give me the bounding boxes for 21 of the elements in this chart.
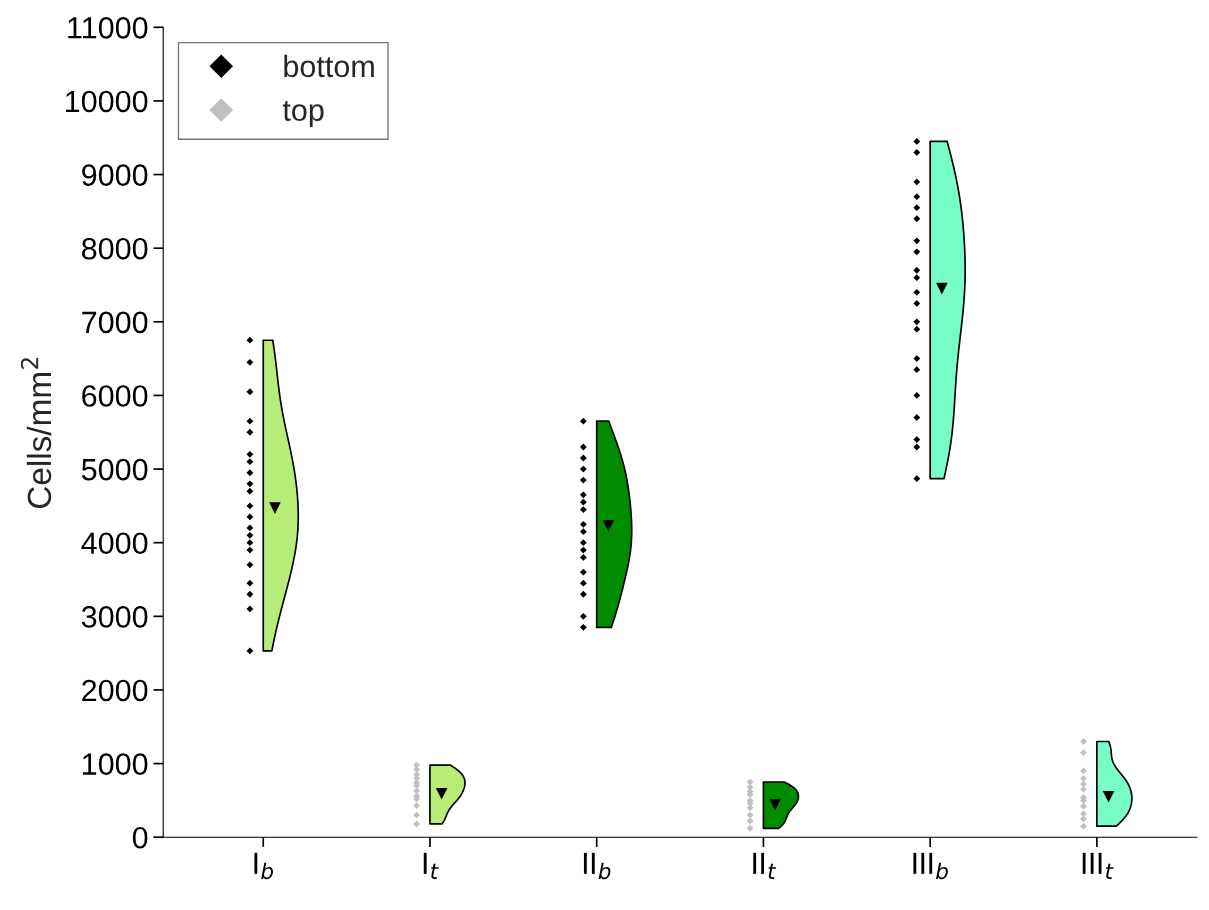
- y-tick-label: 7000: [82, 311, 148, 334]
- x-tick-label: II$_{t}$: [753, 852, 777, 879]
- x-tick-label: I$_{b}$: [254, 852, 273, 880]
- y-tick-label: 4000: [81, 532, 148, 555]
- y-tick-label: 3000: [81, 606, 148, 628]
- y-tick-label: 9000: [82, 164, 148, 186]
- x-tick-label: I$_{t}$: [423, 852, 439, 879]
- x-tick-label: II$_{b}$: [583, 852, 611, 880]
- y-tick-label: 0: [132, 826, 148, 849]
- legend-label: bottom: [284, 54, 374, 78]
- y-tick-label: 8000: [81, 237, 148, 260]
- x-tick-label: III$_{t}$: [1082, 852, 1114, 879]
- y-tick-label: 11000: [68, 17, 148, 39]
- y-tick-label: 1000: [82, 753, 148, 775]
- y-tick-label: 5000: [81, 458, 148, 481]
- legend-label: top: [282, 100, 324, 128]
- y-axis-title: Cells/mm$^{2}$: [20, 358, 52, 509]
- x-tick-label: III$_{b}$: [913, 852, 948, 880]
- y-tick-label: 10000: [66, 90, 148, 113]
- y-tick-label: 6000: [82, 385, 148, 407]
- y-tick-label: 2000: [82, 679, 148, 702]
